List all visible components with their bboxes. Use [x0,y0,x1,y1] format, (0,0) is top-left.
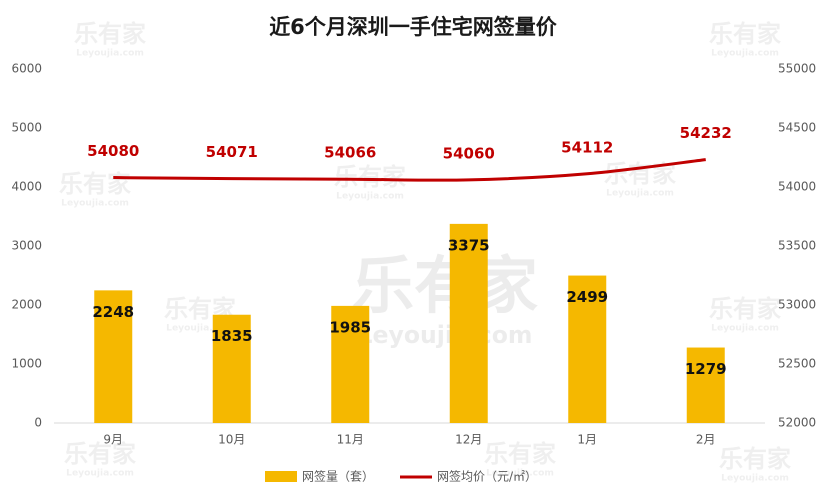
watermark: Leyoujia.com [711,49,779,59]
y2-tick-label: 54000 [778,180,816,194]
bar [331,305,370,423]
watermark: Leyoujia.com [61,199,129,209]
bar-label: 3375 [448,236,490,254]
y-tick-label: 4000 [11,180,42,194]
y-tick-label: 0 [34,416,42,430]
bar [212,314,251,423]
line [113,158,706,182]
bar-label: 2248 [92,303,134,321]
y2-tick-label: 54500 [778,121,816,135]
bar [94,290,133,423]
y2-tick-label: 53500 [778,239,816,253]
watermark: Leyoujia.com [336,192,404,202]
line-label: 54232 [680,124,732,142]
y-tick-label: 5000 [11,121,42,135]
watermark: Leyoujia.com [66,469,134,479]
bar-label: 1835 [211,327,253,345]
line-label: 54112 [561,138,613,156]
watermark: 乐有家 [709,20,781,48]
watermark: Leyoujia.com [721,474,789,484]
x-tick-label: 12月 [455,433,482,447]
legend-label: 网签量（套） [302,469,374,484]
x-tick-label: 2月 [696,433,716,447]
x-tick-label: 9月 [103,433,123,447]
watermark: 乐有家 [709,295,781,323]
watermark: 乐有家 [59,170,131,198]
bar-label: 1985 [329,318,371,336]
line-label: 54066 [324,144,376,162]
line-label: 54080 [87,142,139,160]
line-label: 54071 [206,143,258,161]
y-tick-label: 2000 [11,298,42,312]
y2-tick-label: 55000 [778,62,816,76]
watermark: Leyoujia.com [358,321,533,349]
watermark: 乐有家 [64,440,136,468]
line-label: 54060 [443,144,495,162]
watermark: Leyoujia.com [711,324,779,334]
bar [686,347,725,423]
chart-title: 近6个月深圳一手住宅网签量价 [269,15,558,39]
watermark: 乐有家 [334,163,406,191]
watermark: 乐有家 [352,249,538,322]
watermark: 乐有家 [74,20,146,48]
legend-swatch [265,471,297,482]
y2-tick-label: 52000 [778,416,816,430]
bar-label: 2499 [566,288,608,306]
watermark: Leyoujia.com [166,324,234,334]
bar [568,275,607,423]
y-tick-label: 6000 [11,62,42,76]
legend-label: 网签均价（元/㎡） [437,469,537,484]
watermark: Leyoujia.com [76,49,144,59]
y-tick-label: 3000 [11,239,42,253]
bar [449,223,488,423]
bar-label: 1279 [685,360,727,378]
y2-tick-label: 52500 [778,357,816,371]
x-tick-label: 10月 [218,433,245,447]
watermark: Leyoujia.com [486,469,554,479]
y2-tick-label: 53000 [778,298,816,312]
watermark: 乐有家 [719,445,791,473]
x-tick-label: 1月 [577,433,597,447]
y-tick-label: 1000 [11,357,42,371]
watermark: 乐有家 [484,440,556,468]
x-tick-label: 11月 [337,433,364,447]
watermark: Leyoujia.com [606,189,674,199]
